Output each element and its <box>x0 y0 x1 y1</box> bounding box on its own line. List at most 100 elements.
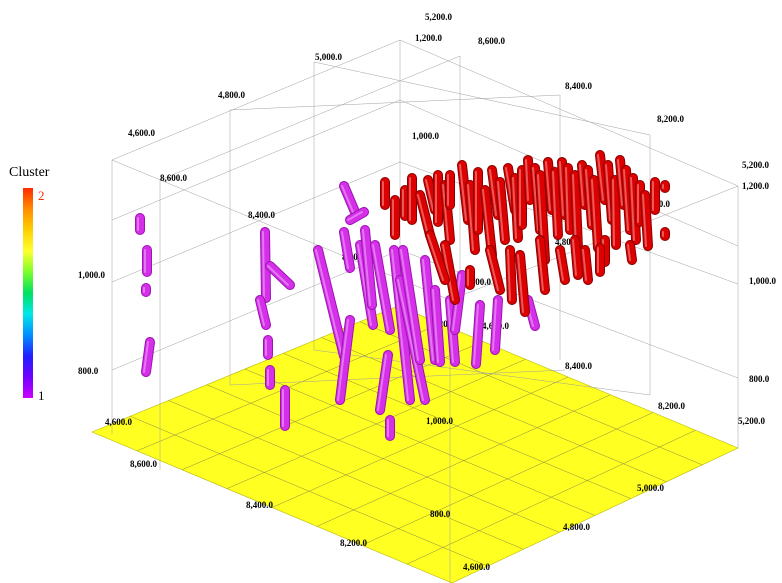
grid-line <box>111 161 401 283</box>
legend: Cluster 2 1 <box>9 165 50 403</box>
cluster-1-trace-highlight <box>337 319 349 401</box>
cluster-2-trace-highlight <box>442 244 454 301</box>
cluster-2-trace-highlight <box>417 194 429 236</box>
cluster-2-trace-highlight <box>559 161 564 216</box>
cluster-2-trace-highlight <box>579 164 584 206</box>
cluster-2-trace <box>611 176 620 249</box>
cluster-1-trace-highlight <box>391 249 409 401</box>
floor-grid-line <box>361 412 654 546</box>
cluster-2-trace <box>581 246 592 284</box>
cluster-2-trace-highlight <box>489 169 497 216</box>
cluster-2-trace-highlight <box>537 239 544 291</box>
cluster-2-trace-highlight <box>642 194 647 247</box>
cluster-1-trace-highlight <box>492 299 497 351</box>
cluster-2-trace-highlight <box>525 159 529 201</box>
cluster-2-trace <box>488 166 502 219</box>
grid-line <box>399 249 739 379</box>
series-cluster-2 <box>380 150 670 317</box>
legend-colorbar <box>23 188 33 398</box>
tick-label: 5,200.0 <box>738 416 766 426</box>
cluster-1-trace <box>371 241 394 334</box>
cluster-2-trace-highlight <box>565 167 569 231</box>
cluster-2-trace-highlight <box>585 169 591 226</box>
grid-line <box>399 39 739 187</box>
cluster-2-trace <box>556 246 569 284</box>
cluster-1-trace-highlight <box>267 265 289 286</box>
cluster-2-trace-highlight <box>552 171 557 236</box>
cluster-2-trace <box>590 176 602 252</box>
cluster-1-trace <box>256 296 270 329</box>
floor-grid-line <box>406 430 696 565</box>
tick-label: 8,400.0 <box>565 81 593 91</box>
cluster-2-trace-highlight <box>507 249 511 301</box>
cluster-2-trace <box>596 151 609 204</box>
cluster-2-trace <box>416 191 434 239</box>
tick-label: 1,000.0 <box>426 416 454 426</box>
tick-label: 1,200.0 <box>432 319 460 329</box>
cluster-1-trace <box>399 246 424 364</box>
cluster-1-trace-highlight <box>362 229 371 306</box>
cluster-1-trace-highlight <box>357 244 372 326</box>
cluster-2-trace-highlight <box>627 244 631 261</box>
cluster-1-trace-highlight <box>372 244 389 331</box>
cluster-1-trace <box>266 262 294 289</box>
cluster-1-trace-highlight <box>422 259 434 361</box>
cluster-2-trace-highlight <box>512 177 517 239</box>
cluster-1-trace <box>346 208 368 224</box>
cluster-2-trace <box>544 158 556 214</box>
cluster-2-trace <box>564 164 574 234</box>
cluster-2-trace <box>426 231 449 284</box>
cluster-1-trace-highlight <box>341 185 354 213</box>
tick-label: 800.0 <box>749 374 770 384</box>
grid-line <box>159 55 461 181</box>
cluster-2-trace <box>551 168 562 239</box>
cluster-1-trace-highlight <box>400 249 419 361</box>
cluster-1-trace-highlight <box>257 299 265 326</box>
tick-label: 5,200.0 <box>742 160 770 170</box>
grid-line <box>111 99 401 221</box>
cluster-1-trace <box>361 226 376 309</box>
cluster-2-trace-highlight <box>442 184 449 241</box>
cluster-2-trace-highlight <box>597 154 604 201</box>
tick-label: 8,200.0 <box>657 114 685 124</box>
cluster-2-trace <box>629 174 640 244</box>
cluster-2-trace-highlight <box>557 249 564 281</box>
tick-label: 1,000.0 <box>749 276 777 286</box>
cluster-2-trace-highlight <box>425 179 434 211</box>
cluster-2-trace <box>486 246 504 294</box>
tick-label: 5,000.0 <box>315 52 343 62</box>
cluster-1-trace <box>340 182 359 216</box>
tick-label: 5,200.0 <box>425 12 453 22</box>
floor-grid-line <box>316 394 611 527</box>
cluster-2-trace-highlight <box>459 164 467 221</box>
cluster-1-trace-highlight <box>432 289 439 363</box>
cluster-2-trace-highlight <box>623 169 629 231</box>
cluster-1-trace <box>472 301 484 368</box>
tick-label: 8,400.0 <box>565 361 593 371</box>
tick-label: 1,200.0 <box>415 33 443 43</box>
cluster-1-trace-highlight <box>377 354 387 411</box>
floor-grid-line <box>321 337 667 482</box>
cluster-1-trace <box>336 316 354 404</box>
cluster-2-trace <box>496 178 509 244</box>
cluster-2-trace-highlight <box>517 254 524 313</box>
cluster-2-trace-highlight <box>630 177 635 241</box>
tick-label: 5,000.0 <box>637 483 665 493</box>
tick-label: 1,200.0 <box>742 181 770 191</box>
cluster-2-trace <box>506 246 516 304</box>
cluster-1-trace-highlight <box>341 231 349 269</box>
cluster-1-trace <box>314 246 348 360</box>
cluster-2-trace-highlight <box>591 179 597 249</box>
cluster-2-trace-highlight <box>545 161 551 211</box>
tick-label: 8,200.0 <box>340 538 368 548</box>
cluster-2-trace-highlight <box>427 234 444 281</box>
grid-line <box>313 61 651 136</box>
grid-line <box>229 369 566 386</box>
tick-label: 8,400.0 <box>246 500 274 510</box>
cluster-2-trace <box>511 174 522 242</box>
tick-label: 4,600.0 <box>464 277 492 287</box>
grid-line <box>111 39 401 161</box>
cluster-1-trace <box>421 256 439 364</box>
cluster-2-trace <box>516 251 529 316</box>
